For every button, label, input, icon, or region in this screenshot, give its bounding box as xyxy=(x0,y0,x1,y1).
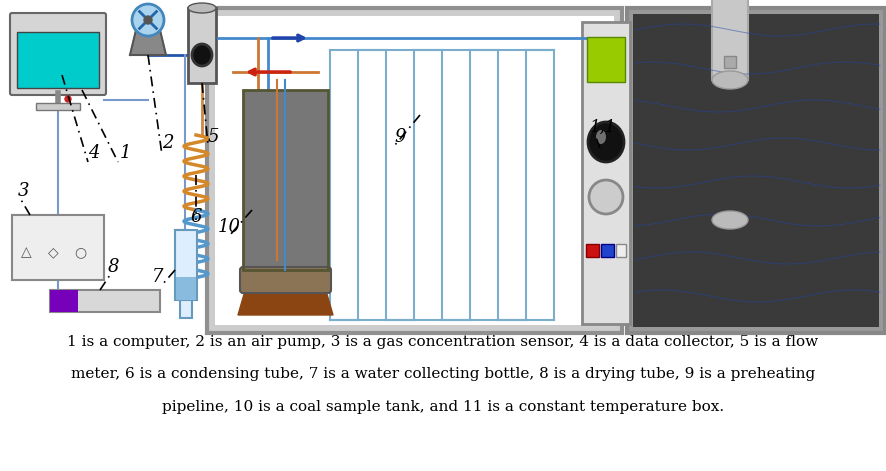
Ellipse shape xyxy=(712,71,748,89)
Bar xyxy=(36,103,80,110)
Bar xyxy=(587,37,625,82)
Text: 7: 7 xyxy=(152,268,164,286)
Bar xyxy=(243,90,328,270)
Text: 2: 2 xyxy=(162,134,174,152)
Bar xyxy=(50,290,78,312)
Circle shape xyxy=(589,180,623,214)
Bar xyxy=(616,244,626,257)
Ellipse shape xyxy=(588,122,624,162)
Text: 5: 5 xyxy=(208,128,220,146)
Bar xyxy=(176,277,196,300)
Bar xyxy=(712,0,748,80)
Text: 1: 1 xyxy=(120,144,131,162)
Bar xyxy=(582,22,630,324)
FancyBboxPatch shape xyxy=(10,13,106,95)
Bar xyxy=(627,8,885,333)
Text: 1 is a computer, 2 is an air pump, 3 is a gas concentration sensor, 4 is a data : 1 is a computer, 2 is an air pump, 3 is … xyxy=(67,335,819,349)
Circle shape xyxy=(144,16,152,24)
Text: 10: 10 xyxy=(218,218,241,236)
Ellipse shape xyxy=(188,3,216,13)
Bar xyxy=(188,8,216,83)
Text: ○: ○ xyxy=(74,245,86,259)
Text: 9: 9 xyxy=(394,128,406,146)
FancyBboxPatch shape xyxy=(240,267,331,293)
Ellipse shape xyxy=(712,211,748,229)
Bar xyxy=(724,56,736,68)
Circle shape xyxy=(132,4,164,36)
Text: 8: 8 xyxy=(108,258,120,276)
Bar xyxy=(207,8,622,333)
Text: pipeline, 10 is a coal sample tank, and 11 is a constant temperature box.: pipeline, 10 is a coal sample tank, and … xyxy=(162,400,724,414)
Bar xyxy=(586,244,599,257)
Circle shape xyxy=(65,96,71,102)
Bar xyxy=(243,90,328,270)
Bar xyxy=(215,16,614,325)
Polygon shape xyxy=(238,270,333,315)
Bar xyxy=(601,244,614,257)
Bar xyxy=(17,32,99,88)
Text: △: △ xyxy=(20,245,31,259)
Text: 3: 3 xyxy=(18,182,29,200)
Ellipse shape xyxy=(192,44,212,66)
Bar xyxy=(50,290,160,312)
Text: 6: 6 xyxy=(190,208,201,226)
Polygon shape xyxy=(130,30,166,55)
Text: 1,1: 1,1 xyxy=(590,119,617,136)
Text: 4: 4 xyxy=(88,144,99,162)
Ellipse shape xyxy=(596,130,606,144)
Bar xyxy=(633,14,879,327)
Bar xyxy=(175,230,197,300)
Bar xyxy=(12,215,104,280)
Bar xyxy=(180,300,192,318)
Text: ◇: ◇ xyxy=(48,245,58,259)
Text: meter, 6 is a condensing tube, 7 is a water collecting bottle, 8 is a drying tub: meter, 6 is a condensing tube, 7 is a wa… xyxy=(71,367,815,381)
